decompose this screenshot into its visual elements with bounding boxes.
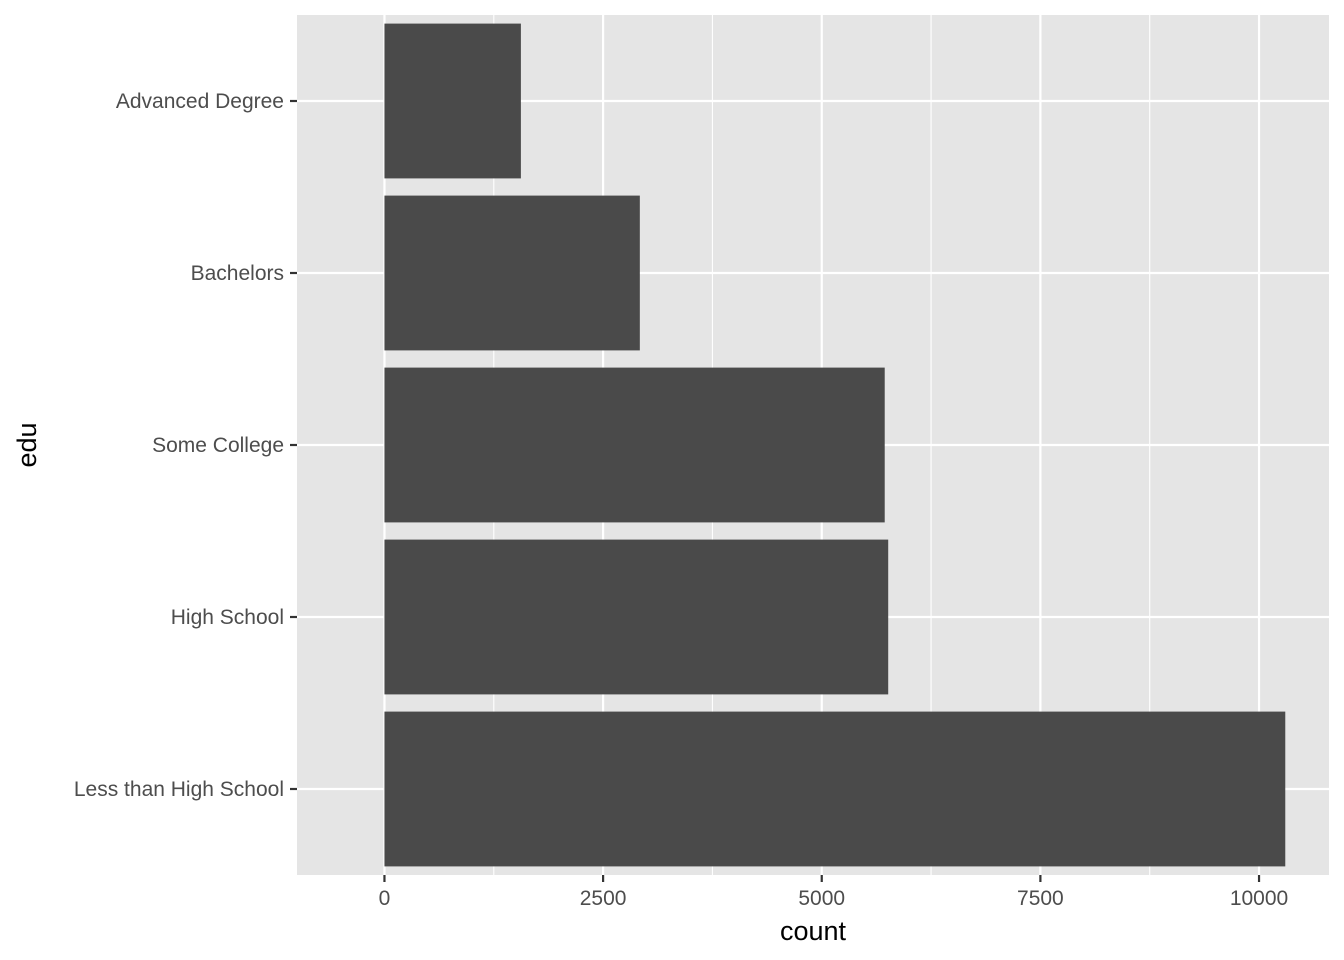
y-tick-label: High School [171, 606, 284, 629]
bar [384, 367, 885, 523]
bars [384, 23, 1286, 867]
x-tick-label: 0 [379, 887, 391, 910]
y-tick-label: Bachelors [191, 262, 284, 285]
y-axis-title: edu [12, 422, 42, 467]
x-tick-label: 7500 [1017, 887, 1064, 910]
x-tick-label: 5000 [798, 887, 845, 910]
x-axis: 0 2500 5000 7500 10000 [379, 875, 1288, 910]
bar [384, 711, 1286, 867]
bar [384, 195, 640, 351]
y-tick-label: Some College [152, 434, 284, 457]
x-tick-label: 10000 [1230, 887, 1288, 910]
y-axis: Advanced Degree Bachelors Some College High… [74, 90, 297, 801]
y-tick-label: Advanced Degree [116, 90, 284, 113]
bar [384, 539, 889, 695]
y-tick-label: Less than High School [74, 778, 284, 801]
x-axis-title: count [780, 916, 847, 946]
bar [384, 23, 521, 179]
x-tick-label: 2500 [580, 887, 627, 910]
